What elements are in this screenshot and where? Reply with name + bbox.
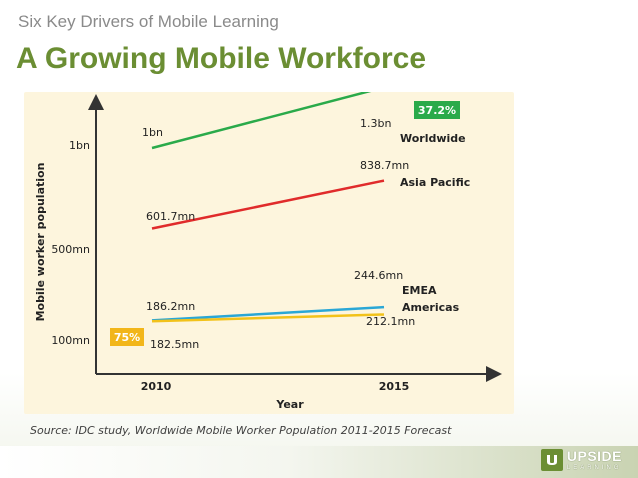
badge-worldwide-growth	[414, 101, 460, 119]
x-tick-label: 2015	[379, 380, 410, 393]
x-tick-label: 2010	[141, 380, 172, 393]
logo-mark-icon	[540, 449, 563, 471]
badge-americas-growth	[110, 328, 144, 346]
series-line-americas	[151, 313, 385, 323]
slide-headline: A Growing Mobile Workforce	[16, 42, 427, 75]
series-line-asia-pacific	[151, 179, 385, 230]
series-label-worldwide: Worldwide	[400, 132, 466, 145]
logo-subtitle: LEARNING	[566, 465, 622, 471]
chart-panel: 1bn 500mn 100mn Mobile worker population…	[24, 92, 514, 414]
footer-bar	[0, 446, 638, 478]
series-label-emea: EMEA	[402, 284, 437, 297]
series-line-emea	[151, 305, 385, 322]
slide-kicker: Six Key Drivers of Mobile Learning	[18, 12, 279, 31]
data-label-worldwide-2015: 1.3bn	[360, 117, 391, 130]
data-label-emea-2010: 186.2mn	[146, 300, 195, 313]
data-label-worldwide-2010: 1bn	[142, 126, 163, 139]
y-tick-label: 500mn	[51, 243, 90, 256]
series-label-asia-pacific: Asia Pacific	[400, 176, 470, 189]
source-note: Source: IDC study, Worldwide Mobile Work…	[30, 424, 452, 437]
series-label-americas: Americas	[402, 301, 460, 314]
y-tick-label: 1bn	[69, 139, 90, 152]
data-label-americas-2010: 182.5mn	[150, 338, 199, 351]
data-label-asia-2010: 601.7mn	[146, 210, 195, 223]
badge-americas-growth-label: 75%	[114, 331, 140, 344]
y-axis-title: Mobile worker population	[34, 163, 47, 322]
upside-learning-logo: UPSIDE LEARNING	[540, 448, 622, 471]
x-axis-title: Year	[275, 398, 304, 411]
logo-wordmark: UPSIDE	[566, 448, 622, 464]
line-chart: 1bn 500mn 100mn Mobile worker population…	[34, 92, 502, 411]
badge-worldwide-growth-label: 37.2%	[418, 104, 456, 117]
data-label-asia-2015: 838.7mn	[360, 159, 409, 172]
y-tick-label: 100mn	[51, 334, 90, 347]
data-label-americas-2015: 212.1mn	[366, 315, 415, 328]
data-label-emea-2015: 244.6mn	[354, 269, 403, 282]
series-line-worldwide	[151, 92, 372, 150]
